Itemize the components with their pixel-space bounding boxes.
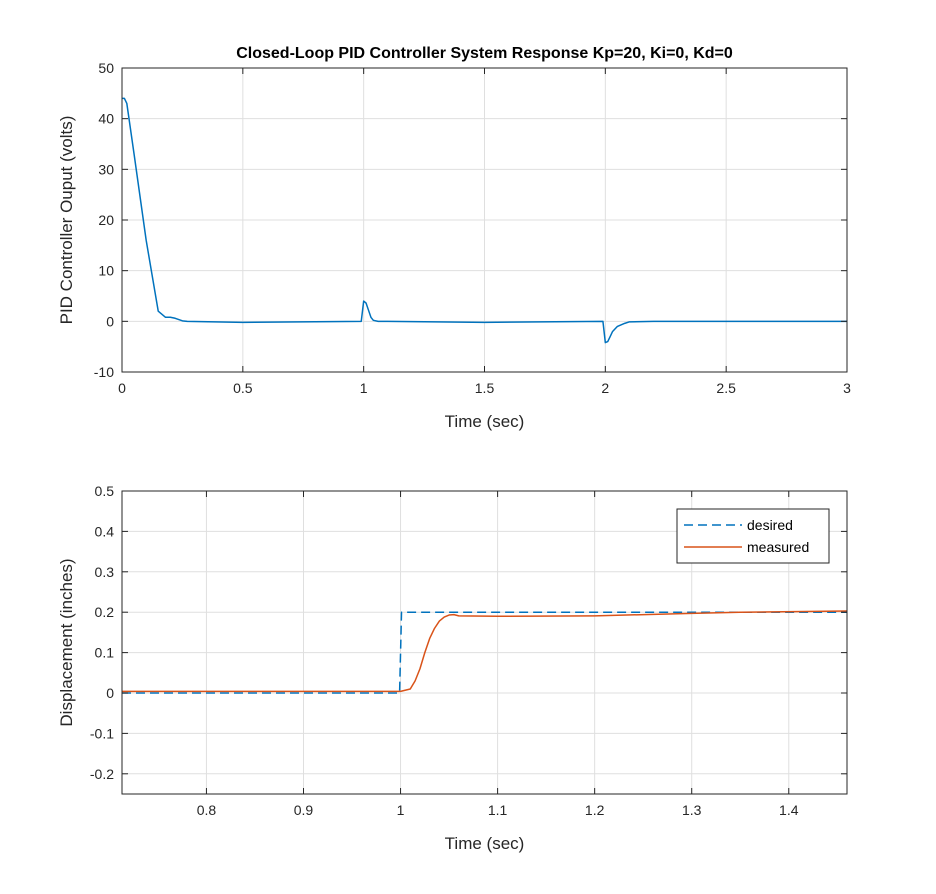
bottom-series-group [122,610,848,694]
top-y-axis-label: PID Controller Ouput (volts) [57,116,76,325]
bottom-x-tick-label: 1.1 [488,802,508,818]
top-y-tick-label: -10 [94,364,114,380]
bottom-y-tick-label: 0.2 [95,604,115,620]
bottom-y-axis-label: Displacement (inches) [57,558,76,726]
top-series-line-0 [122,97,847,344]
bottom-x-tick-label: 1.2 [585,802,605,818]
bottom-x-axis-label: Time (sec) [445,834,525,853]
top-x-axis-label: Time (sec) [445,412,525,431]
bottom-x-tick-label: 0.9 [294,802,314,818]
bottom-y-tick-label: 0.1 [95,645,115,661]
top-y-tick-label: 10 [98,263,114,279]
top-chart-title: Closed-Loop PID Controller System Respon… [236,45,733,62]
legend-box [676,508,830,564]
bottom-series-measured [122,610,848,693]
bottom-y-tick-label: 0 [106,685,114,701]
legend-label-measured: measured [747,539,809,555]
top-series-group [122,97,847,344]
bottom-y-tick-label: 0.3 [95,564,115,580]
bottom-x-tick-label: 0.8 [197,802,217,818]
top-x-tick-label: 1.5 [475,380,495,396]
bottom-x-tick-label: 1.4 [779,802,799,818]
top-y-tick-label: 0 [106,313,114,329]
top-x-tick-label: 1 [360,380,368,396]
bottom-x-tick-label: 1.3 [682,802,702,818]
bottom-y-tick-label: 0.4 [95,523,115,539]
top-y-tick-label: 30 [98,161,114,177]
top-x-tick-label: 2.5 [716,380,736,396]
bottom-y-tick-label: -0.1 [90,725,114,741]
top-x-tick-label: 0 [118,380,126,396]
legend-label-desired: desired [747,517,793,533]
top-x-tick-label: 3 [843,380,851,396]
bottom-ticks: 0.8 0.9 1 1.1 1.2 1.3 1.4 -0.2 -0.1 0 0.1 0.2 0.3 0.4… [90,483,847,818]
bottom-y-tick-label: 0.5 [95,483,115,499]
top-x-tick-label: 2 [601,380,609,396]
bottom-subplot: 0.8 0.9 1 1.1 1.2 1.3 1.4 -0.2 -0.1 0 0.1 0.2 0.3 0.4… [57,483,848,853]
top-y-tick-label: 20 [98,212,114,228]
top-y-tick-label: 50 [98,60,114,76]
bottom-series-desired [122,611,847,694]
bottom-x-tick-label: 1 [397,802,405,818]
bottom-axes-box [121,490,848,795]
top-y-tick-label: 40 [98,111,114,127]
top-x-tick-label: 0.5 [233,380,253,396]
bottom-y-tick-label: -0.2 [90,766,114,782]
legend: desired measured [676,508,830,564]
